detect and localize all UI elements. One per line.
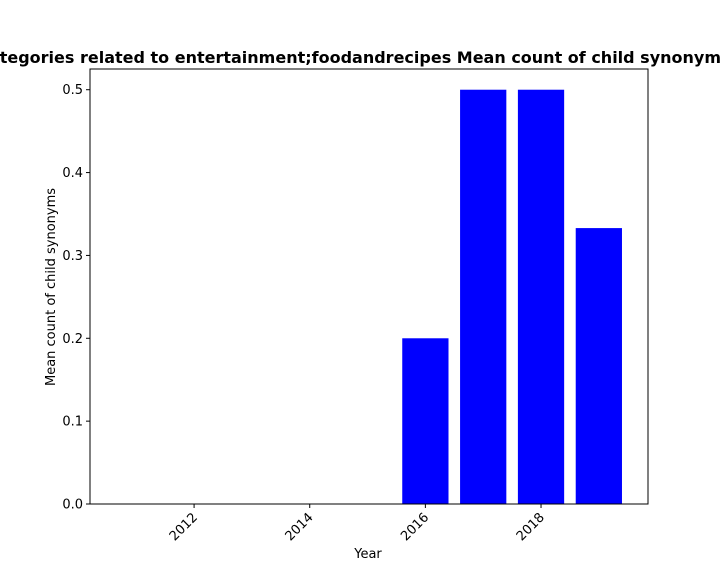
chart-title: Number of categories related to entertai… bbox=[0, 48, 720, 67]
plot-area bbox=[89, 68, 649, 505]
bar-2018 bbox=[517, 89, 565, 504]
y-tick-label: 0.5 bbox=[62, 83, 83, 98]
y-tick-label: 0.0 bbox=[62, 498, 83, 513]
bar-2019 bbox=[575, 228, 622, 505]
y-axis-label: Mean count of child synonyms bbox=[44, 188, 59, 386]
x-axis-label: Year bbox=[353, 547, 382, 562]
bar-2016 bbox=[402, 338, 449, 504]
y-tick-label: 0.1 bbox=[62, 415, 83, 430]
y-tick-label: 0.2 bbox=[62, 332, 83, 347]
y-tick-label: 0.3 bbox=[62, 249, 83, 264]
y-tick-label: 0.4 bbox=[62, 166, 83, 181]
y-axis-ticks: 0.0 0.1 0.2 0.3 0.4 0.5 bbox=[62, 83, 90, 513]
bar-2017 bbox=[460, 89, 507, 504]
plot-frame bbox=[89, 68, 649, 505]
